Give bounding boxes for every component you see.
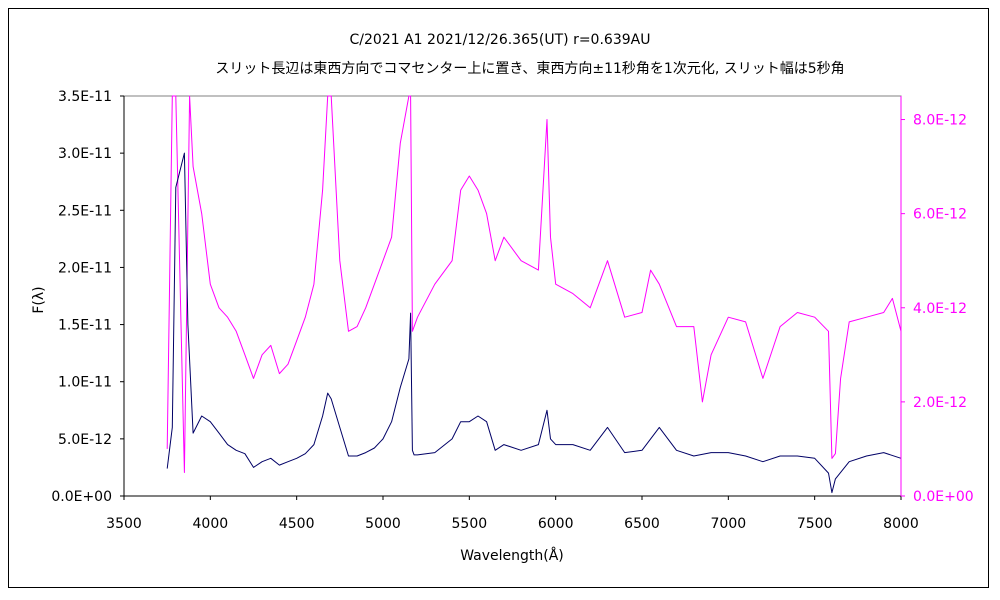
y-tick-label-right: 4.0E-12	[913, 301, 967, 317]
plot-area	[123, 95, 902, 497]
x-tick-label: 5000	[365, 516, 401, 532]
x-axis-title: Wavelength(Å)	[460, 547, 564, 564]
y-axis-title: F(λ)	[31, 286, 47, 313]
y-tick-label-right: 0.0E+00	[913, 489, 974, 505]
series-left-path	[166, 152, 902, 494]
y-tick-labels-right: 0.0E+00 2.0E-12 4.0E-12 6.0E-12 8.0E-12	[901, 113, 974, 505]
y-tick-label-left: 3.5E-11	[58, 89, 112, 105]
chart-subtitle: スリット長辺は東西方向でコマセンター上に置き、東西方向±11秒角を1次元化, ス…	[215, 61, 844, 77]
y-tick-label-left: 1.5E-11	[58, 318, 112, 334]
y-tick-label-left: 3.0E-11	[58, 146, 112, 162]
y-tick-labels-left: 0.0E+00 5.0E-12 1.0E-11 1.5E-11 2.0E-11 2.5E-…	[51, 89, 124, 505]
y-tick-label-right: 8.0E-12	[913, 113, 967, 129]
y-tick-label-left: 1.0E-11	[58, 375, 112, 391]
chart-title: C/2021 A1 2021/12/26.365(UT) r=0.639AU	[350, 32, 651, 48]
chart-frame	[8, 8, 989, 588]
y-tick-label-left: 5.0E-12	[58, 432, 112, 448]
x-tick-label: 4500	[279, 516, 315, 532]
y-tick-label-right: 6.0E-12	[913, 207, 967, 223]
x-tick-label: 7000	[711, 516, 747, 532]
series-left-line	[166, 152, 902, 494]
series-right-line	[166, 95, 902, 473]
x-tick-label: 7500	[797, 516, 833, 532]
y-tick-label-left: 2.5E-11	[58, 203, 112, 219]
x-tick-label: 8000	[883, 516, 919, 532]
x-tick-label: 3500	[106, 516, 142, 532]
x-tick-label: 6000	[538, 516, 574, 532]
y-tick-label-right: 2.0E-12	[913, 395, 967, 411]
x-tick-label: 5500	[452, 516, 488, 532]
y-tick-label-left: 0.0E+00	[51, 489, 112, 505]
x-tick-labels: 3500 4000 4500 5000 5500 6000 6500 7000 7500 8000	[106, 496, 919, 532]
y-tick-label-left: 2.0E-11	[58, 260, 112, 276]
x-tick-label: 4000	[193, 516, 229, 532]
series-right-path	[166, 95, 902, 473]
x-tick-label: 6500	[624, 516, 660, 532]
